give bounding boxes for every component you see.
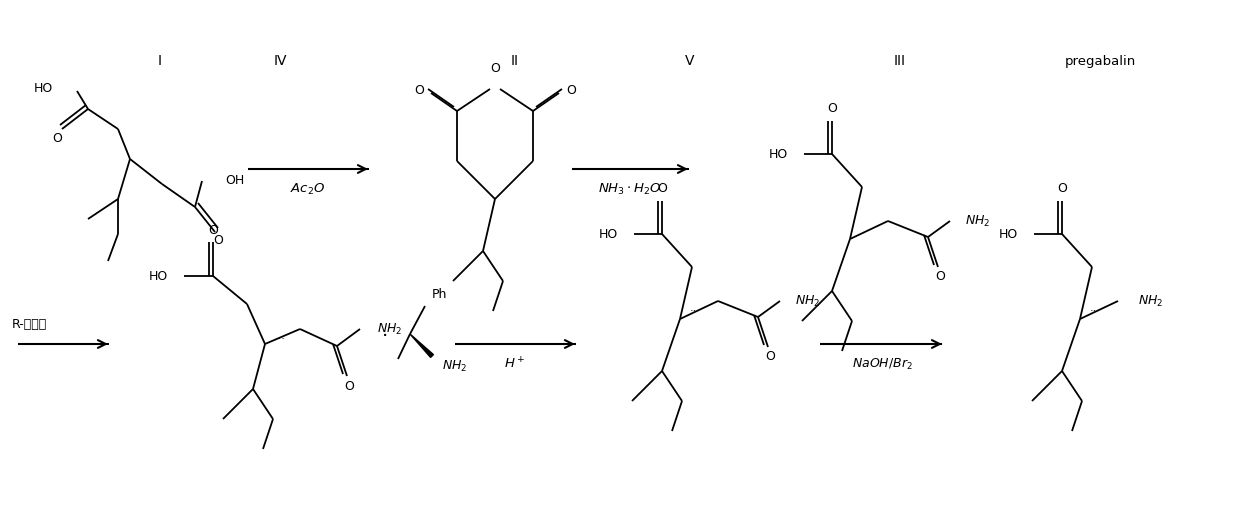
Text: ···: ···: [274, 334, 285, 344]
Text: O: O: [827, 103, 837, 115]
Text: O: O: [765, 351, 775, 363]
Text: HO: HO: [599, 227, 618, 241]
Text: ···: ···: [689, 306, 701, 316]
Text: O: O: [208, 223, 218, 236]
Text: $NH_2$: $NH_2$: [965, 213, 991, 229]
Text: O: O: [52, 132, 62, 145]
Text: HO: HO: [998, 227, 1018, 241]
Text: III: III: [894, 54, 906, 68]
Text: O: O: [1056, 183, 1066, 196]
Text: $NH_2$: $NH_2$: [795, 294, 821, 308]
Text: $NH_2$: $NH_2$: [377, 322, 402, 336]
Text: O: O: [657, 183, 667, 196]
Text: O: O: [567, 85, 575, 97]
Text: O: O: [414, 85, 424, 97]
Polygon shape: [410, 334, 434, 358]
Text: O: O: [213, 233, 223, 247]
Text: HO: HO: [149, 269, 167, 282]
Text: O: O: [490, 62, 500, 76]
Text: R-苯乙胺: R-苯乙胺: [12, 317, 47, 331]
Text: $H^+$: $H^+$: [505, 357, 526, 372]
Text: pregabalin: pregabalin: [1064, 54, 1136, 68]
Text: O: O: [935, 270, 945, 284]
Text: $Ac_2O$: $Ac_2O$: [290, 181, 326, 197]
Text: $NH_3 \cdot H_2O$: $NH_3 \cdot H_2O$: [598, 181, 662, 197]
Text: IV: IV: [273, 54, 286, 68]
Text: O: O: [343, 379, 353, 393]
Text: II: II: [511, 54, 520, 68]
Text: HO: HO: [769, 148, 787, 160]
Text: Ph: Ph: [432, 287, 448, 300]
Text: OH: OH: [224, 175, 244, 187]
Text: V: V: [686, 54, 694, 68]
Text: HO: HO: [33, 83, 53, 96]
Text: $NH_2$: $NH_2$: [441, 359, 467, 373]
Text: $NaOH/Br_2$: $NaOH/Br_2$: [852, 357, 913, 371]
Text: ···: ···: [1090, 306, 1100, 316]
Text: I: I: [157, 54, 162, 68]
Text: $NH_2$: $NH_2$: [1138, 294, 1163, 308]
Text: ·: ·: [382, 326, 388, 345]
